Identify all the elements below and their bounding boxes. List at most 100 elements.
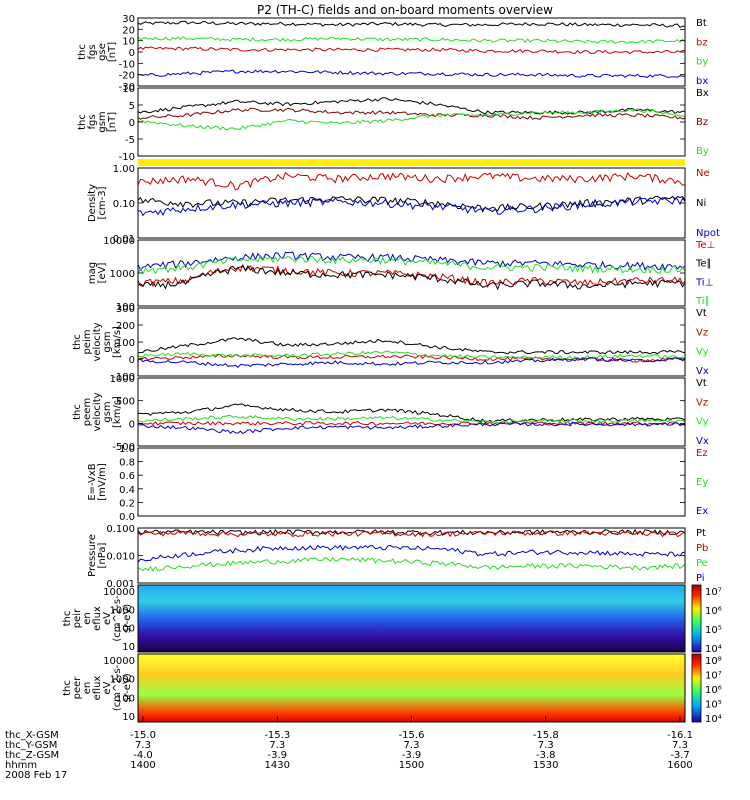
panel-frame [137,167,686,239]
y-axis-label: [km/s] [112,396,123,428]
y-axis-label: thc [77,44,88,60]
y-tick-label: 200 [116,321,135,332]
colorbar-tick: 10⁴ [705,644,722,655]
y-tick-label: 30 [122,14,135,25]
series-line-Bz [137,107,686,120]
y-tick-label: 0 [129,419,135,430]
panel-3: 10000 1000 100 Te⊥ Te∥ Ti⊥ Ti∥ mag [eV] [87,236,715,313]
legend-Vz: Vz [696,327,708,338]
y-axis-label: (cm^2-s- [112,595,123,642]
x-tick-hhmm: 1400 [130,760,155,771]
y-axis-label: Pressure [87,534,98,577]
y-axis-label: thc [72,404,83,420]
series-line-Bt [137,20,686,29]
colorbar-tick: 10⁵ [705,700,722,711]
y-axis-label: [eV] [97,263,108,284]
y-axis-label: thc [62,611,73,627]
y-tick-label: 0.100 [106,524,135,535]
spectrogram-9 [138,654,685,722]
colorbar-tick: 10⁷ [705,587,722,598]
y-tick-label: -10 [119,59,135,70]
series-line-Pe [137,556,686,572]
colorbar-9 [691,653,702,723]
y-tick-label: 100 [116,338,135,349]
footer-row-label: hhmm [5,760,37,771]
series-line-Te∥ [137,264,686,291]
yellow-bar [138,159,685,166]
y-axis-label: fgs [87,114,98,129]
series-line-Pt [137,528,686,537]
x-tick-y: 7.3 [269,740,285,751]
x-tick-hhmm: 1600 [667,760,692,771]
y-axis-label: gsm [102,401,113,422]
y-tick-label: 0.0 [119,512,135,523]
x-tick-x: -15.8 [533,730,559,741]
y-axis-label: eV [102,681,113,694]
y-tick-label: 100 [116,624,135,635]
panel-frame [137,239,686,307]
x-tick-hhmm: 1430 [265,760,290,771]
legend-Ti⊥: Ti⊥ [695,277,713,288]
y-tick-label: 0.4 [119,485,135,496]
x-tick-z: -3.9 [402,750,422,761]
colorbar-tick: 10⁸ [705,656,722,667]
legend-Ex: Ex [696,506,708,517]
panel-5: 1000 500 0 -500 Vt Vz Vy Vx thc peem velocity gsm [k… [72,374,709,453]
y-axis-label: E=-VxB [87,463,98,500]
legend-Vx: Vx [696,436,709,447]
y-tick-label: 0.10 [113,199,135,210]
colorbar-tick: 10⁶ [705,685,722,696]
y-axis-label: peer [72,676,83,700]
y-tick-label: 1000 [110,605,135,616]
panel-frame [137,447,686,517]
series-line-Ni [137,195,686,213]
footer: -15.07.3-4.01400-15.37.3-3.91430-15.67.3… [5,716,693,781]
y-tick-label: 500 [116,397,135,408]
x-tick-x: -15.0 [130,730,156,741]
colorbar-tick: 10⁴ [705,714,722,725]
y-tick-label: -100 [112,372,135,383]
legend-Pe: Pe [696,558,708,569]
y-axis-label: (cm^2-s- [112,664,123,711]
legend-Vx: Vx [696,366,709,377]
y-axis-label: velocity [92,392,103,431]
y-axis-label: thc [72,334,83,350]
y-tick-label: 0.010 [106,552,135,563]
series-line-Vx [137,357,686,368]
panel-frame [137,377,686,447]
y-tick-label: 1000 [110,374,135,385]
colorbar-tick: 10⁶ [705,606,722,617]
y-axis-label: [nPa] [97,542,108,568]
y-tick-label: 0 [129,118,135,129]
series-line-Vx [137,421,686,435]
series-line-by [137,36,686,44]
y-axis-label: gsm [102,331,113,352]
legend-Bz: Bz [696,117,708,128]
x-tick-hhmm: 1500 [399,760,424,771]
y-tick-label: -30 [119,82,135,93]
legend-bx: bx [696,76,708,87]
y-tick-label: 0 [129,48,135,59]
series-line-By [137,108,686,131]
y-tick-label: 100 [116,302,135,313]
y-tick-label: 10 [122,642,135,653]
panel-1: 10 5 0 -5 -10 Bx Bz By thc fgs gsm [nT] [77,84,709,163]
legend-Pb: Pb [696,543,708,554]
series-line-bz [137,46,686,55]
y-tick-label: 0.2 [119,498,135,509]
panel-frame [137,307,686,377]
y-axis-label: en [82,612,93,625]
x-tick-x: -15.3 [264,730,290,741]
legend-Ez: Ez [696,448,708,459]
legend-Ti∥: Ti∥ [695,296,710,307]
series-line-Ti∥ [137,254,686,275]
y-tick-label: 10 [122,84,135,95]
panel-6: 1.0 0.8 0.6 0.4 0.2 0.0 Ez Ey Ex E=-VxB [mV/m] [87,444,708,523]
legend-Te∥: Te∥ [695,259,712,270]
y-axis-label: sr-eV) [122,604,133,633]
y-axis-label: peim [82,329,93,354]
series-line-Vy [137,414,686,424]
y-axis-label: velocity [92,322,103,361]
